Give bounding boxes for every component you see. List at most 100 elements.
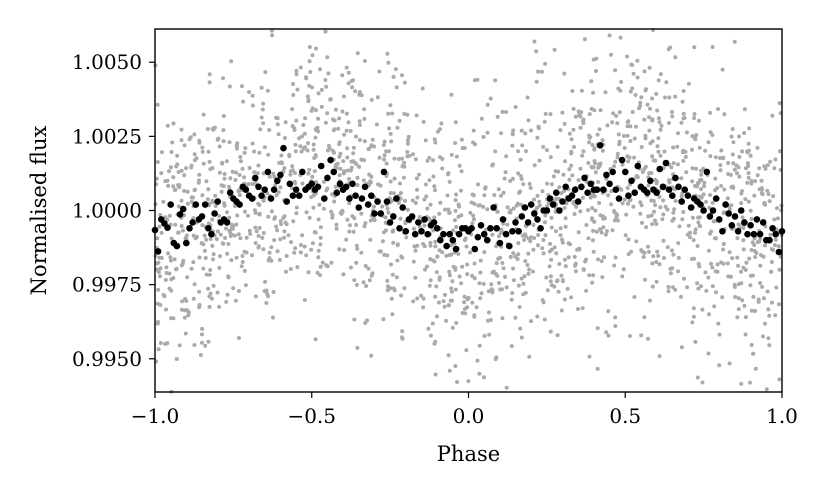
- raw-data-point: [578, 209, 583, 214]
- raw-data-point: [472, 217, 476, 222]
- binned-data-point: [255, 183, 262, 191]
- binned-data-point: [769, 225, 776, 232]
- raw-data-point: [291, 93, 296, 97]
- raw-data-point: [600, 138, 605, 143]
- raw-data-point: [261, 101, 266, 106]
- raw-data-point: [488, 96, 493, 101]
- raw-data-point: [347, 201, 352, 206]
- raw-data-point: [519, 177, 524, 181]
- raw-data-point: [722, 187, 727, 192]
- raw-data-point: [367, 278, 372, 283]
- binned-data-point: [295, 192, 303, 199]
- raw-data-point: [736, 222, 741, 227]
- raw-data-point: [213, 204, 218, 208]
- raw-data-point: [253, 294, 258, 299]
- raw-data-point: [501, 221, 506, 226]
- raw-data-point: [423, 138, 428, 143]
- raw-data-point: [640, 220, 644, 225]
- raw-data-point: [433, 294, 438, 299]
- raw-data-point: [715, 269, 720, 274]
- raw-data-point: [184, 166, 188, 171]
- raw-data-point: [703, 270, 708, 275]
- raw-data-point: [354, 222, 359, 227]
- binned-data-point: [449, 236, 457, 244]
- raw-data-point: [657, 120, 662, 125]
- raw-data-point: [381, 143, 386, 147]
- raw-data-point: [773, 237, 778, 242]
- binned-data-point: [477, 222, 485, 229]
- raw-data-point: [644, 225, 649, 230]
- raw-data-point: [764, 387, 769, 392]
- raw-data-point: [737, 174, 742, 179]
- raw-data-point: [257, 225, 262, 230]
- raw-data-point: [260, 107, 265, 112]
- raw-data-point: [154, 176, 159, 181]
- raw-data-point: [394, 85, 399, 90]
- raw-data-point: [645, 102, 650, 107]
- raw-data-point: [155, 320, 160, 324]
- raw-data-point: [666, 285, 671, 289]
- raw-data-point: [777, 377, 782, 382]
- raw-data-point: [352, 278, 357, 283]
- raw-data-point: [284, 254, 289, 258]
- raw-data-point: [753, 179, 758, 184]
- binned-data-point: [201, 201, 209, 208]
- raw-data-point: [541, 251, 546, 256]
- raw-data-point: [237, 173, 242, 177]
- raw-data-point: [557, 185, 562, 190]
- raw-data-point: [499, 131, 504, 136]
- raw-data-point: [614, 113, 619, 118]
- raw-data-point: [667, 121, 671, 125]
- raw-data-point: [681, 116, 686, 121]
- raw-data-point: [453, 120, 458, 125]
- raw-data-point: [595, 326, 600, 331]
- raw-data-point: [446, 171, 451, 176]
- raw-data-point: [777, 267, 782, 272]
- raw-data-point: [352, 317, 357, 322]
- raw-data-point: [325, 264, 330, 269]
- raw-data-point: [225, 210, 229, 215]
- raw-data-point: [663, 204, 668, 209]
- raw-data-point: [735, 255, 740, 260]
- raw-data-point: [283, 136, 287, 140]
- raw-data-point: [278, 185, 283, 190]
- raw-data-point: [311, 147, 316, 152]
- raw-data-point: [554, 279, 559, 284]
- raw-data-point: [294, 205, 299, 210]
- binned-data-point: [355, 204, 363, 211]
- raw-data-point: [727, 250, 732, 255]
- binned-data-point: [487, 225, 494, 232]
- raw-data-point: [433, 244, 438, 249]
- raw-data-point: [576, 230, 581, 235]
- raw-data-point: [479, 116, 484, 121]
- raw-data-point: [745, 150, 750, 155]
- raw-data-point: [639, 333, 644, 338]
- raw-data-point: [711, 219, 716, 224]
- raw-data-point: [338, 151, 343, 156]
- binned-data-point: [725, 210, 732, 217]
- raw-data-point: [202, 233, 207, 238]
- raw-data-point: [528, 185, 533, 190]
- binned-data-point: [775, 248, 783, 256]
- raw-data-point: [192, 282, 197, 287]
- binned-data-points: [151, 142, 786, 256]
- raw-data-point: [500, 316, 505, 321]
- binned-data-point: [308, 180, 316, 188]
- raw-data-point: [688, 235, 692, 240]
- raw-data-point: [432, 137, 437, 142]
- raw-data-point: [301, 123, 306, 127]
- raw-data-point: [504, 385, 509, 390]
- raw-data-point: [355, 175, 360, 180]
- raw-data-point: [344, 65, 349, 70]
- raw-data-point: [447, 368, 452, 373]
- raw-data-point: [612, 209, 617, 213]
- raw-data-point: [527, 267, 532, 272]
- raw-data-point: [566, 255, 571, 260]
- raw-data-point: [243, 146, 248, 151]
- raw-data-point: [702, 180, 707, 185]
- raw-data-point: [748, 208, 753, 213]
- raw-data-point: [613, 255, 618, 260]
- raw-data-point: [571, 127, 576, 132]
- raw-data-point: [321, 206, 326, 211]
- raw-data-point: [626, 201, 631, 206]
